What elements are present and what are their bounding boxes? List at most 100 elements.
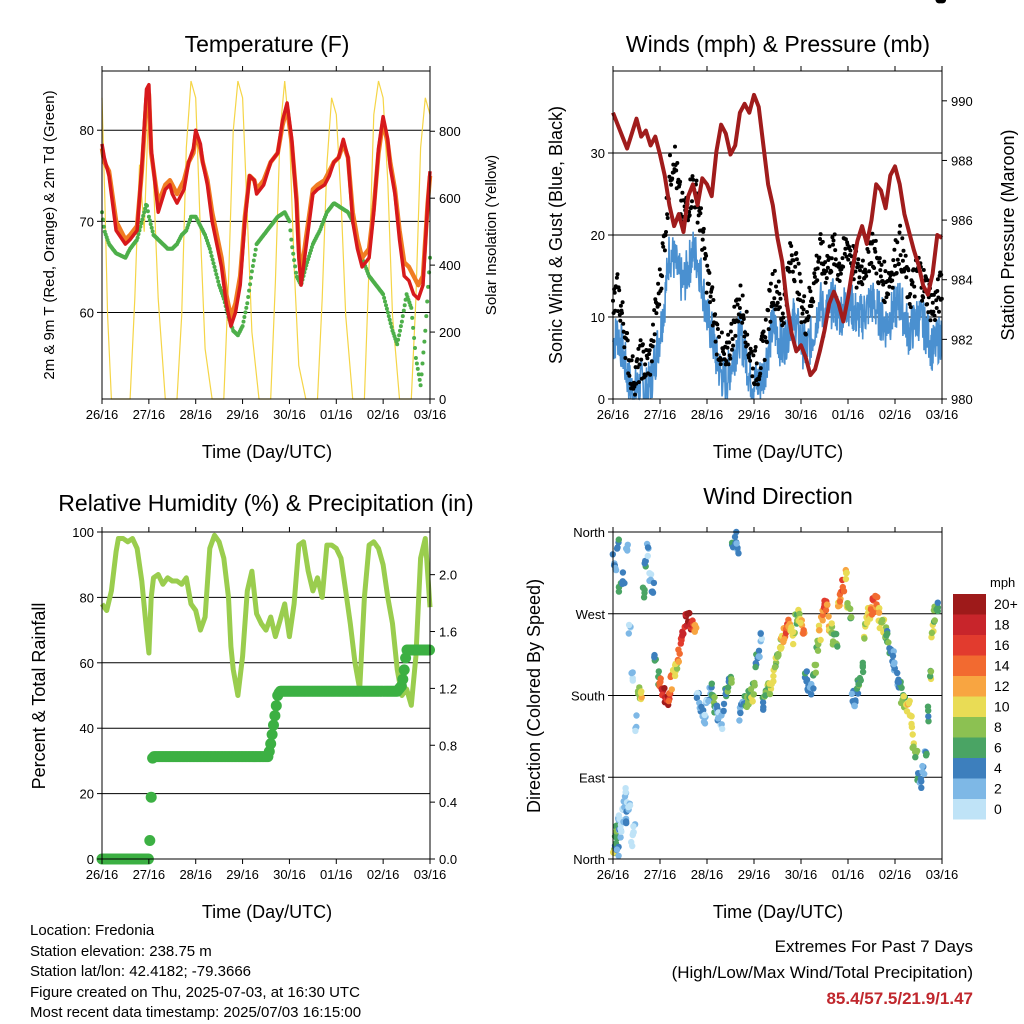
gust-point (774, 284, 778, 289)
x-tick-label: 26/16 (597, 867, 630, 882)
gust-point (880, 279, 885, 283)
gust-point (823, 260, 828, 265)
direction-point (925, 718, 932, 725)
gust-point (882, 259, 887, 264)
y2-tick-label: 2.0 (439, 568, 457, 583)
gust-point (873, 238, 878, 243)
recent-timestamp: Most recent data timestamp: 2025/07/03 1… (30, 1004, 362, 1021)
dewpoint-point (423, 328, 428, 333)
direction-point (874, 593, 881, 601)
dewpoint-point (383, 299, 387, 304)
y-tick-label: North (573, 852, 605, 867)
direction-point (770, 678, 777, 685)
gust-point (798, 279, 803, 284)
gust-point (831, 242, 835, 247)
dewpoint-point (148, 222, 153, 227)
gust-point (843, 246, 848, 251)
gust-point (746, 355, 751, 360)
dewpoint-point (290, 245, 295, 250)
precip-y-ticks: 0.0 0.4 0.8 1.2 1.6 2.0 (430, 568, 457, 867)
direction-point (819, 617, 826, 624)
y-tick-label: East (579, 770, 605, 785)
gust-point (713, 312, 718, 317)
gust-point (661, 244, 666, 249)
humidity-panel: Relative Humidity (%) & Precipitation (i… (29, 490, 474, 922)
x-tick-label: 29/16 (738, 407, 771, 422)
gust-point (757, 377, 762, 382)
direction-point (781, 636, 788, 643)
direction-point (737, 709, 744, 717)
humidity-x-label: Time (Day/UTC) (202, 902, 332, 922)
gust-point (860, 258, 865, 263)
x-tick-label: 01/16 (832, 867, 865, 882)
gust-point (877, 260, 882, 265)
gust-point (670, 176, 675, 181)
direction-point (625, 630, 632, 637)
dewpoint-point (138, 224, 143, 229)
gust-point (638, 338, 643, 343)
gust-point (912, 294, 917, 299)
direction-point (622, 785, 629, 792)
gust-point (654, 311, 659, 316)
gust-point (617, 288, 622, 293)
dewpoint-point (142, 210, 147, 215)
gust-point (744, 309, 749, 314)
direction-point (630, 823, 637, 830)
direction-point (618, 828, 625, 835)
direction-point (884, 630, 891, 637)
gust-point (867, 269, 872, 274)
direction-point (797, 619, 804, 626)
gust-point (806, 314, 811, 319)
gust-point (620, 311, 624, 315)
gust-point (701, 229, 706, 234)
y2-tick-label: 986 (951, 213, 973, 228)
gust-point (874, 271, 879, 276)
y-tick-label: 0 (87, 852, 94, 867)
direction-point (615, 536, 622, 543)
direction-y-label: Direction (Colored By Speed) (524, 579, 544, 813)
x-tick-label: 28/16 (691, 407, 724, 422)
direction-point (622, 818, 630, 825)
gust-point (657, 267, 662, 272)
x-tick-label: 02/16 (367, 867, 400, 882)
gust-point (675, 161, 680, 165)
direction-point (917, 775, 925, 783)
dewpoint-point (382, 295, 387, 300)
x-tick-label: 27/16 (644, 867, 677, 882)
direction-point (766, 690, 774, 698)
direction-point (789, 628, 797, 636)
gust-point (620, 300, 625, 305)
gust-point (890, 278, 895, 283)
dewpoint-point (425, 299, 430, 304)
extremes-values: 85.4/57.5/21.9/1.47 (826, 989, 973, 1008)
humidity-grid (102, 596, 430, 795)
gust-point (893, 263, 897, 268)
gust-point (858, 268, 862, 273)
dewpoint-point (420, 361, 425, 366)
y2-tick-label: 0.0 (439, 852, 457, 867)
x-tick-label: 27/16 (133, 407, 166, 422)
precip-point (144, 835, 156, 846)
dewpoint-point (384, 306, 389, 311)
gust-point (863, 267, 868, 272)
gust-point (812, 271, 817, 276)
legend-label: 14 (994, 658, 1010, 674)
gust-point (935, 289, 940, 293)
gust-point (728, 356, 733, 361)
dewpoint-point (216, 279, 221, 284)
gust-point (780, 311, 785, 316)
gust-point (891, 258, 896, 263)
gust-point (847, 245, 852, 249)
x-tick-label: 29/16 (226, 407, 259, 422)
precip-point (266, 729, 278, 740)
wind-y-label: Sonic Wind & Gust (Blue, Black) (546, 106, 566, 364)
x-tick-label: 30/16 (273, 867, 306, 882)
gust-point (833, 257, 838, 262)
gust-point (765, 340, 769, 345)
gust-point (771, 303, 776, 308)
gust-point (801, 307, 806, 312)
dewpoint-point (291, 251, 296, 256)
gust-point (660, 241, 665, 246)
gust-point (883, 269, 888, 274)
gust-point (647, 348, 652, 353)
